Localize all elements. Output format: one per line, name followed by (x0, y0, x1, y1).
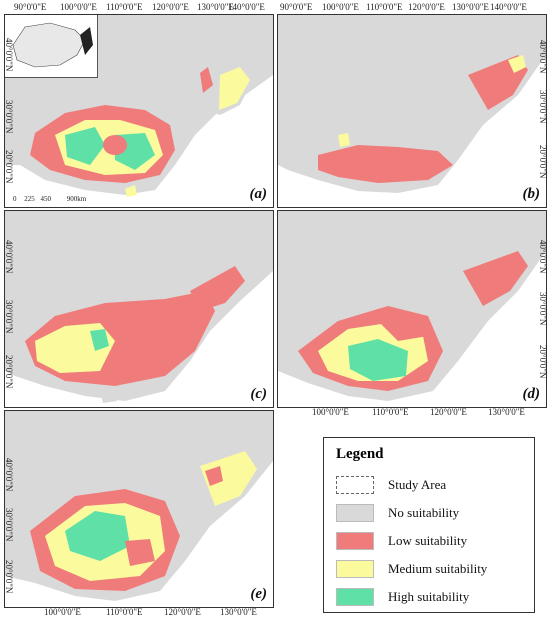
lon-tick-b-100: 100°0'0"E (322, 2, 359, 12)
lon-tick-d-110: 110°0'0"E (372, 407, 409, 417)
lon-tick-a-130: 130°0'0"E (197, 2, 234, 12)
legend-label-study-area: Study Area (388, 477, 447, 492)
suitability-map-c (5, 211, 273, 403)
scale-label-0: 0 (13, 195, 17, 203)
panel-label-a: (a) (249, 186, 268, 202)
map-panel-d: (d) (277, 210, 547, 408)
lon-tick-a-120: 120°0'0"E (152, 2, 189, 12)
lon-tick-d-120: 120°0'0"E (430, 407, 467, 417)
scale-bar: 0 225 450 900km (13, 195, 86, 203)
legend-label-no-suitability: No suitability (388, 505, 460, 520)
lon-tick-a-90: 90°0'0"E (14, 2, 47, 12)
legend-item-high-suitability: High suitability (336, 588, 526, 608)
legend: Legend Study Area No suitability Low sui… (323, 437, 535, 613)
lat-tick-a-40: 40°0'0"N (4, 38, 14, 72)
suitability-map-e (5, 411, 273, 601)
lat-tick-d-30: 30°0'0"N (538, 292, 548, 326)
suitability-map-b (278, 15, 546, 193)
panel-label-c: (c) (250, 386, 267, 402)
lat-tick-b-30: 30°0'0"N (538, 90, 548, 124)
panel-label-b: (b) (522, 186, 541, 202)
legend-item-study-area: Study Area (336, 476, 526, 496)
lon-tick-d-130: 130°0'0"E (488, 407, 525, 417)
lon-tick-b-90: 90°0'0"E (280, 2, 313, 12)
legend-swatch-medium-suitability (336, 560, 374, 578)
legend-item-medium-suitability: Medium suitability (336, 560, 526, 580)
lat-tick-c-30: 30°0'0"N (4, 300, 14, 334)
scale-label-225: 225 (24, 195, 35, 203)
legend-title: Legend (336, 446, 384, 462)
legend-label-low-suitability: Low suitability (388, 533, 468, 548)
lat-tick-c-20: 20°0'0"N (4, 355, 14, 389)
suitability-map-d (278, 211, 546, 401)
lon-tick-a-100: 100°0'0"E (60, 2, 97, 12)
lon-tick-b-110: 110°0'0"E (366, 2, 403, 12)
lat-tick-d-40: 40°0'0"N (538, 240, 548, 274)
inset-map (5, 15, 98, 78)
legend-swatch-study-area (336, 476, 374, 494)
legend-swatch-high-suitability (336, 588, 374, 606)
legend-item-low-suitability: Low suitability (336, 532, 526, 552)
map-panel-c: (c) (4, 210, 274, 408)
lat-tick-b-40: 40°0'0"N (538, 40, 548, 74)
scale-label-450: 450 (40, 195, 52, 203)
lon-tick-a-110: 110°0'0"E (106, 2, 143, 12)
lon-tick-e-100: 100°0'0"E (44, 607, 81, 617)
lat-tick-c-40: 40°0'0"N (4, 240, 14, 274)
legend-swatch-low-suitability (336, 532, 374, 550)
scale-label-900km: 900km (66, 195, 87, 203)
map-panel-a: 0 225 450 900km (a) (4, 14, 274, 208)
lon-tick-d-100: 100°0'0"E (312, 407, 349, 417)
map-panel-b: (b) (277, 14, 547, 208)
legend-label-medium-suitability: Medium suitability (388, 561, 488, 576)
legend-item-no-suitability: No suitability (336, 504, 526, 524)
lon-tick-b-120: 120°0'0"E (408, 2, 445, 12)
lat-tick-e-30: 30°0'0"N (4, 508, 14, 542)
lat-tick-b-20: 20°0'0"N (538, 145, 548, 179)
lat-tick-a-20: 20°0'0"N (4, 150, 14, 184)
lat-tick-d-20: 20°0'0"N (538, 345, 548, 379)
lat-tick-a-30: 30°0'0"N (4, 100, 14, 134)
map-panel-e: (e) (4, 410, 274, 608)
lat-tick-e-20: 20°0'0"N (4, 560, 14, 594)
legend-label-high-suitability: High suitability (388, 589, 470, 604)
panel-label-e: (e) (250, 586, 267, 602)
lat-tick-e-40: 40°0'0"N (4, 458, 14, 492)
lon-tick-e-110: 110°0'0"E (106, 607, 143, 617)
lon-tick-a-140: 140°0'0"E (228, 2, 265, 12)
lon-tick-e-130: 130°0'0"E (220, 607, 257, 617)
legend-swatch-no-suitability (336, 504, 374, 522)
lon-tick-b-140: 140°0'0"E (490, 2, 527, 12)
lon-tick-e-120: 120°0'0"E (164, 607, 201, 617)
lon-tick-b-130: 130°0'0"E (452, 2, 489, 12)
panel-label-d: (d) (522, 386, 541, 402)
